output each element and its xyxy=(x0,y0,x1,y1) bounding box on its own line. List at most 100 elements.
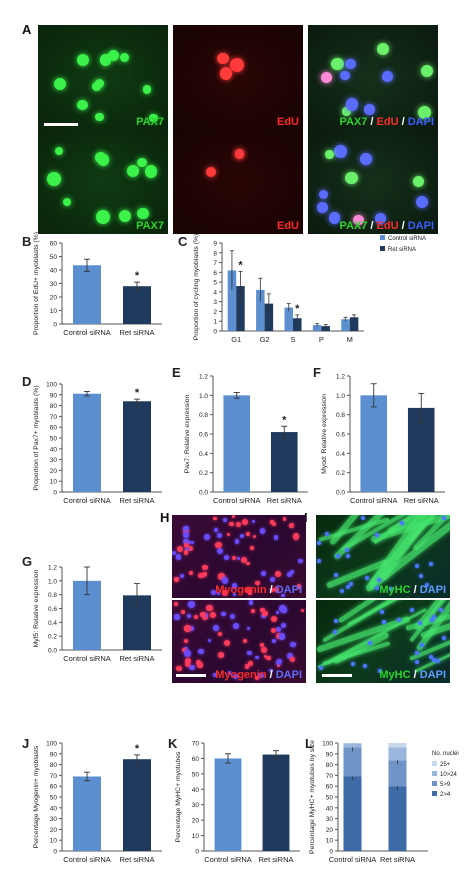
nucleus xyxy=(435,658,440,663)
stacked-segment xyxy=(388,743,407,748)
nucleus xyxy=(62,198,72,207)
stain-label-part: / xyxy=(410,669,420,681)
x-tick-label: Ret siRNA xyxy=(404,496,439,505)
nucleus xyxy=(231,555,236,560)
bar xyxy=(236,286,245,331)
nucleus xyxy=(224,555,229,561)
nucleus xyxy=(188,601,195,608)
nucleus xyxy=(377,578,382,583)
y-tick-label: 10 xyxy=(192,833,200,840)
nucleus xyxy=(271,627,277,633)
stacked-segment xyxy=(343,747,362,777)
nucleus xyxy=(240,556,247,563)
x-tick-label: Ret siRNA xyxy=(119,328,154,337)
panel-label-g: G xyxy=(22,554,32,569)
x-tick-label: Control siRNA xyxy=(63,496,111,505)
micrograph-myog: Myogenin / DAPI xyxy=(172,600,306,683)
nucleus xyxy=(176,665,183,672)
nucleus xyxy=(254,676,259,681)
nucleus xyxy=(281,593,285,598)
nucleus xyxy=(269,668,273,673)
nucleus xyxy=(172,550,177,555)
significance-marker: * xyxy=(135,270,140,282)
nucleus xyxy=(298,558,304,564)
bar xyxy=(349,317,359,331)
nucleus xyxy=(226,532,230,537)
nucleus xyxy=(441,635,446,640)
y-tick-label: 30 xyxy=(50,281,58,288)
nucleus xyxy=(360,516,365,521)
nucleus xyxy=(340,589,345,594)
stain-label-part: EdU xyxy=(376,116,399,128)
x-tick-label: Ret siRNA xyxy=(267,496,302,505)
nucleus xyxy=(229,613,236,619)
x-tick-label: G1 xyxy=(231,335,241,344)
nucleus xyxy=(76,53,89,66)
stacked-segment xyxy=(343,743,362,744)
x-tick-label: Control siRNA xyxy=(350,496,398,505)
nucleus xyxy=(414,659,419,664)
y-tick-label: 80 xyxy=(50,403,58,410)
y-tick-label: 10 xyxy=(50,308,58,315)
nucleus xyxy=(242,519,249,526)
nucleus xyxy=(270,616,277,623)
bar xyxy=(73,580,101,650)
y-tick-label: 6 xyxy=(213,270,217,277)
y-tick-label: 70 xyxy=(50,414,58,421)
legend-swatch xyxy=(432,791,437,796)
nucleus xyxy=(233,623,239,629)
nucleus xyxy=(252,519,256,524)
stacked-segment xyxy=(343,776,362,851)
significance-marker: * xyxy=(282,414,287,426)
chart-panel-g: G 0.0 0.2 0.4 0.6 0.8 1.0 1.2 Myf5: Relative exp… xyxy=(22,554,162,663)
stain-label-part: / xyxy=(367,220,377,232)
micrograph-myog: Myogenin / DAPI xyxy=(172,515,306,598)
stain-label-part: / xyxy=(398,220,408,232)
nucleus xyxy=(271,638,276,643)
y-tick-label: 0 xyxy=(329,849,333,856)
chart-panel-j: J 0 10 20 30 40 50 60 70 80 90 100 Percentage Myogen… xyxy=(22,736,162,864)
nucleus xyxy=(276,660,282,666)
nucleus xyxy=(286,652,294,659)
y-tick-label: 10 xyxy=(50,838,58,845)
nucleus xyxy=(333,572,338,577)
stain-label-part: Myogenin xyxy=(215,584,267,596)
bar xyxy=(321,326,330,331)
significance-marker: * xyxy=(135,387,140,399)
nucleus xyxy=(273,535,279,540)
y-tick-label: 0.4 xyxy=(336,451,345,458)
legend-title: No. nuclei xyxy=(432,751,459,757)
nucleus xyxy=(419,574,424,579)
y-tick-label: 0 xyxy=(53,490,57,497)
nucleus xyxy=(184,646,188,650)
stain-label-part: / xyxy=(266,669,276,681)
nucleus xyxy=(290,641,296,648)
nucleus xyxy=(345,98,359,111)
nucleus xyxy=(261,647,268,653)
nucleus xyxy=(46,171,61,186)
stain-label-part: PAX7 xyxy=(136,116,164,128)
nucleus xyxy=(414,563,419,568)
nucleus xyxy=(330,57,344,71)
x-tick-label: Control siRNA xyxy=(204,855,252,864)
nucleus xyxy=(258,672,265,679)
nucleus xyxy=(349,581,354,586)
stain-label: PAX7 xyxy=(136,116,164,128)
nucleus xyxy=(275,610,280,614)
nucleus xyxy=(207,638,212,643)
y-tick-label: 30 xyxy=(50,457,58,464)
y-tick-label: 10 xyxy=(326,838,334,845)
y-tick-label: 20 xyxy=(50,468,58,475)
stacked-segment xyxy=(343,743,362,748)
nucleus xyxy=(239,533,244,539)
nucleus xyxy=(221,589,228,596)
nucleus xyxy=(183,539,189,545)
x-tick-label: Control siRNA xyxy=(63,654,111,663)
nucleus xyxy=(432,657,437,662)
nucleus xyxy=(270,588,275,593)
nucleus xyxy=(137,208,149,220)
nucleus xyxy=(251,609,256,614)
y-tick-label: 0.8 xyxy=(336,412,345,419)
nucleus xyxy=(247,650,252,656)
nucleus xyxy=(419,643,424,648)
